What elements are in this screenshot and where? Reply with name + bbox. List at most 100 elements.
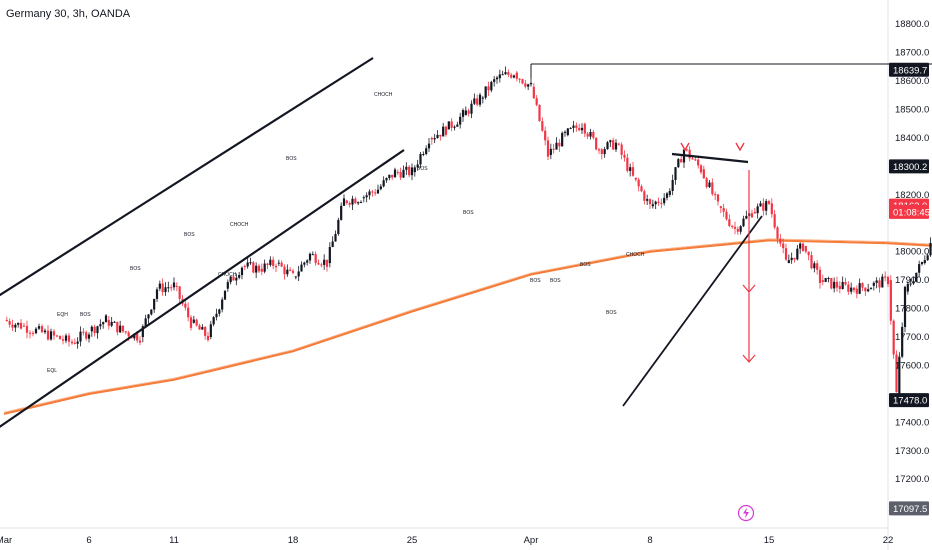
candle-body (300, 264, 303, 272)
structure-label: EQH (57, 312, 68, 318)
top-marker-1 (680, 142, 690, 152)
candle-body (688, 149, 691, 159)
candle-body (929, 242, 932, 256)
candle-body (379, 186, 382, 190)
candle-body (340, 205, 343, 220)
candle-body (416, 164, 419, 168)
candle-body (878, 280, 881, 288)
candle-body (665, 193, 669, 198)
candle-body (728, 219, 731, 226)
candle-body (283, 266, 286, 275)
candle-body (725, 211, 728, 220)
candle-body (215, 313, 218, 318)
channel-upper-line (0, 57, 374, 297)
candle-body (167, 287, 170, 289)
candle-body (532, 86, 535, 99)
candle-body (722, 208, 725, 212)
lightning-icon[interactable] (737, 504, 755, 522)
candle-body (37, 326, 41, 329)
candle-body (17, 322, 20, 325)
candle-body (671, 180, 674, 191)
candle-body (453, 126, 456, 128)
x-tick-label: Apr (524, 535, 539, 546)
candle-body (337, 219, 340, 234)
candle-body (272, 259, 275, 266)
candle-body (5, 319, 8, 322)
candle-body (342, 198, 346, 206)
candle-body (830, 278, 833, 289)
candle-body (796, 248, 799, 260)
candle-body (90, 326, 93, 332)
candle-body (306, 260, 309, 263)
candle-body (43, 330, 47, 333)
candle-body (578, 127, 581, 131)
candle-body (597, 149, 601, 151)
candle-body (25, 325, 29, 333)
candle-body (827, 278, 830, 280)
candle-body (334, 233, 337, 242)
candle-body (586, 133, 589, 137)
candle-body (150, 309, 153, 315)
candle-body (28, 332, 32, 334)
candle-body (606, 142, 609, 150)
candle-body (742, 218, 745, 227)
candle-body (558, 142, 561, 147)
candle-body (716, 194, 720, 202)
candle-body (195, 319, 198, 326)
candle-body (685, 149, 688, 151)
candle-body (325, 259, 329, 267)
price-label-text: 17097.5 (893, 504, 927, 515)
candle-body (277, 262, 280, 264)
candle-body (70, 341, 74, 344)
structure-label: BOS (606, 310, 617, 316)
candle-body (345, 200, 348, 203)
candle-body (82, 331, 85, 333)
candle-body (46, 330, 50, 340)
candle-body (87, 334, 91, 339)
wedge-support-line (622, 215, 763, 407)
candle-body (442, 126, 445, 137)
candle-body (320, 264, 323, 266)
price-label: 18639.7 (889, 62, 929, 77)
candle-body (422, 153, 425, 155)
candle-body (255, 265, 258, 273)
ema-line-upper (3, 238, 932, 413)
candle-body (663, 197, 666, 204)
candle-body (260, 268, 263, 272)
candle-body (223, 290, 227, 300)
candle-body (541, 121, 544, 131)
candle-body (116, 321, 119, 333)
candle-body (99, 324, 102, 327)
candle-body (22, 325, 26, 327)
x-tick-label: Mar (0, 535, 12, 546)
candle-body (620, 144, 623, 155)
candle-body (501, 74, 504, 76)
candle-body (504, 72, 507, 75)
candle-body (855, 288, 858, 294)
candle-body (240, 267, 244, 276)
candle-body (303, 262, 306, 265)
candle-body (838, 285, 841, 290)
candle-body (563, 131, 567, 133)
candle-body (229, 276, 232, 283)
candle-body (484, 86, 487, 98)
candle-body (634, 177, 637, 180)
candle-body (158, 283, 161, 289)
candle-body (906, 283, 909, 292)
candle-body (376, 189, 380, 194)
candle-body (572, 125, 575, 128)
price-label-box (889, 501, 929, 516)
price-label-text: 01:08:45 (893, 207, 930, 218)
candle-body (711, 182, 714, 195)
candle-body (864, 287, 867, 292)
candle-body (756, 206, 759, 214)
candle-body (668, 190, 671, 195)
structure-label: BOS (530, 278, 541, 284)
candle-body (847, 284, 850, 292)
candle-body (881, 276, 884, 288)
candle-body (439, 134, 442, 137)
candle-body (184, 303, 187, 308)
candle-body (136, 333, 139, 341)
candle-body (733, 226, 737, 229)
